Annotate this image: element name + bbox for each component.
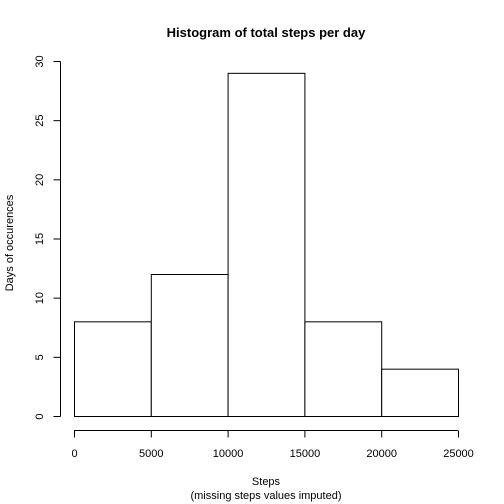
y-axis: 0 5 10 15 20 25 30	[34, 55, 61, 420]
y-axis-label: Days of occurences	[4, 194, 16, 291]
y-tick-label-4: 20	[34, 174, 46, 186]
y-tick-label-5: 25	[34, 115, 46, 127]
histogram-bar-4	[304, 321, 383, 418]
histogram-bar-5	[381, 368, 460, 417]
x-axis-label: Steps	[252, 476, 281, 488]
histogram-bar-3	[227, 72, 306, 417]
bars-group	[74, 72, 460, 418]
histogram-bar-2	[150, 274, 229, 417]
x-tick-label-4: 20000	[366, 448, 397, 460]
x-axis-sublabel: (missing steps values imputed)	[190, 490, 341, 502]
histogram-bar-1	[74, 321, 152, 418]
x-tick-label-2: 10000	[213, 448, 244, 460]
x-tick-label-0: 0	[71, 448, 77, 460]
y-tick-label-2: 10	[34, 292, 46, 304]
y-tick-label-0: 0	[34, 413, 46, 419]
y-tick-label-3: 15	[34, 233, 46, 245]
y-tick-label-6: 30	[34, 55, 46, 67]
x-tick-label-1: 5000	[139, 448, 163, 460]
y-tick-label-1: 5	[34, 354, 46, 360]
x-tick-label-5: 25000	[443, 448, 474, 460]
x-tick-label-3: 15000	[290, 448, 321, 460]
x-axis: 0 5000 10000 15000 20000 25000	[71, 430, 474, 460]
chart-title: Histogram of total steps per day	[167, 25, 366, 40]
